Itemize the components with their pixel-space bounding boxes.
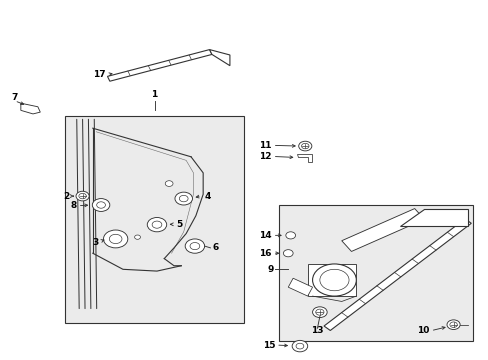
- Polygon shape: [399, 208, 467, 226]
- Circle shape: [79, 193, 86, 199]
- Polygon shape: [107, 50, 211, 81]
- Circle shape: [315, 309, 324, 315]
- Text: 8: 8: [70, 201, 77, 210]
- Circle shape: [109, 234, 122, 244]
- Text: 16: 16: [258, 249, 271, 258]
- Text: 2: 2: [63, 192, 69, 201]
- Circle shape: [312, 307, 326, 318]
- Text: 13: 13: [310, 326, 323, 335]
- Polygon shape: [341, 208, 424, 251]
- Text: 11: 11: [258, 141, 271, 150]
- Text: 7: 7: [11, 93, 18, 102]
- Circle shape: [190, 243, 200, 249]
- Circle shape: [103, 230, 127, 248]
- Circle shape: [147, 217, 166, 232]
- Circle shape: [152, 221, 162, 228]
- Text: 3: 3: [92, 238, 99, 247]
- Circle shape: [295, 343, 303, 349]
- Circle shape: [76, 191, 89, 201]
- Polygon shape: [21, 103, 40, 114]
- Circle shape: [185, 239, 204, 253]
- Circle shape: [134, 235, 140, 239]
- Text: 12: 12: [258, 152, 271, 161]
- Text: 6: 6: [212, 243, 219, 252]
- Circle shape: [92, 199, 110, 211]
- Text: 17: 17: [93, 70, 106, 79]
- Circle shape: [283, 249, 292, 257]
- Circle shape: [291, 341, 307, 352]
- Circle shape: [449, 322, 456, 327]
- Bar: [278, 205, 472, 341]
- Circle shape: [179, 195, 188, 202]
- Circle shape: [319, 269, 348, 291]
- Circle shape: [446, 320, 459, 329]
- Circle shape: [312, 264, 356, 296]
- Text: 9: 9: [267, 265, 273, 274]
- Circle shape: [298, 141, 311, 151]
- Circle shape: [97, 202, 105, 208]
- Circle shape: [165, 181, 173, 186]
- Text: 15: 15: [262, 341, 275, 350]
- Text: 4: 4: [204, 192, 211, 201]
- Text: 14: 14: [258, 231, 271, 240]
- Circle shape: [301, 143, 308, 149]
- Polygon shape: [307, 264, 356, 296]
- Polygon shape: [287, 278, 312, 296]
- Circle shape: [175, 192, 192, 205]
- Text: 5: 5: [176, 220, 183, 229]
- Bar: [64, 116, 244, 323]
- Text: 1: 1: [151, 90, 157, 99]
- Polygon shape: [296, 154, 311, 162]
- Polygon shape: [324, 219, 470, 330]
- Polygon shape: [209, 50, 229, 66]
- Text: 10: 10: [416, 326, 428, 335]
- Circle shape: [285, 232, 295, 239]
